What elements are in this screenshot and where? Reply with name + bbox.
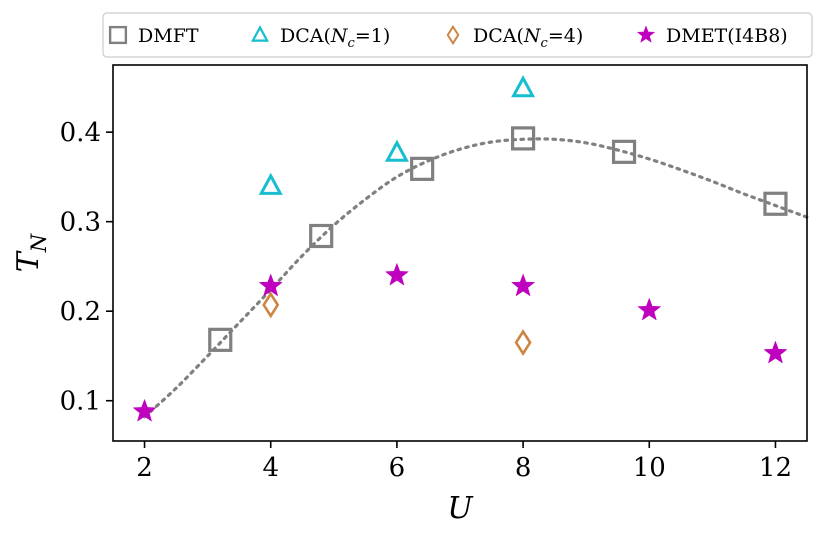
dca-nc-1-legend-icon: [250, 25, 270, 42]
x-tick-label: 12: [759, 453, 792, 483]
y-axis-label-main: T: [11, 250, 46, 272]
y-tick-label: 0.2: [60, 297, 101, 327]
dmft-point: [309, 223, 334, 249]
series-dmet-i4b8: [132, 262, 788, 422]
y-tick-label: 0.3: [60, 208, 101, 238]
y-axis-label: TN: [11, 233, 51, 272]
dmet-i4b8-point: [510, 273, 536, 297]
legend-label: DCA(Nc=1): [280, 25, 390, 51]
legend-item-dmft: DMFT: [108, 25, 199, 47]
x-tick-label: 4: [262, 453, 279, 483]
dmft-point: [410, 156, 435, 181]
legend-label: DMET(I4B8): [666, 25, 788, 47]
series-dmft: [208, 126, 788, 352]
legend-label: DMFT: [138, 25, 199, 47]
x-tick-label: 8: [515, 453, 532, 483]
dmet-i4b8-point: [132, 398, 157, 422]
dca-nc-1-point: [384, 139, 409, 162]
dmft-point: [510, 126, 536, 151]
y-tick-label: 0.1: [60, 387, 101, 417]
dmet-i4b8-legend-icon: [636, 25, 656, 43]
y-axis-label-subscript: N: [27, 233, 51, 253]
legend: DMFT DCA(Nc=1) DCA(Nc=4) DMET(I4B8): [102, 12, 813, 58]
dmft-fit-curve: [142, 137, 809, 419]
dca-nc-1-point: [258, 172, 283, 195]
dca-nc-4-legend-icon: [446, 24, 460, 46]
x-tick-label: 6: [389, 453, 406, 483]
dca-nc-4-point: [514, 329, 532, 356]
dca-nc-1-point: [511, 75, 536, 98]
dmft-point: [763, 191, 788, 216]
legend-item-dca-nc-4: DCA(Nc=4): [446, 24, 583, 51]
x-axis-label: U: [447, 491, 474, 526]
legend-item-dmet-i4b8: DMET(I4B8): [636, 25, 788, 47]
legend-label: DCA(Nc=4): [473, 25, 583, 51]
y-tick-label: 0.4: [60, 118, 101, 148]
svg-text:TN: TN: [11, 233, 51, 272]
dmet-i4b8-point: [763, 340, 788, 364]
series-dca-nc-4: [262, 291, 532, 356]
series-dca-nc-1: [258, 75, 536, 195]
dmft-point: [208, 327, 233, 352]
axes-frame: [112, 64, 808, 442]
plot-area: 2 4 6 8 10 12 0.1 0.2 0.3 0.4: [60, 64, 809, 483]
dmet-i4b8-point: [384, 262, 410, 286]
dmft-point: [611, 139, 637, 164]
dmet-i4b8-point: [258, 273, 283, 297]
dmet-i4b8-point: [637, 297, 662, 321]
x-tick-label: 10: [633, 453, 666, 483]
x-tick-label: 2: [136, 453, 153, 483]
dmft-legend-icon: [108, 25, 128, 45]
legend-item-dca-nc-1: DCA(Nc=1): [250, 25, 390, 51]
dca-nc-4-point: [262, 291, 280, 319]
